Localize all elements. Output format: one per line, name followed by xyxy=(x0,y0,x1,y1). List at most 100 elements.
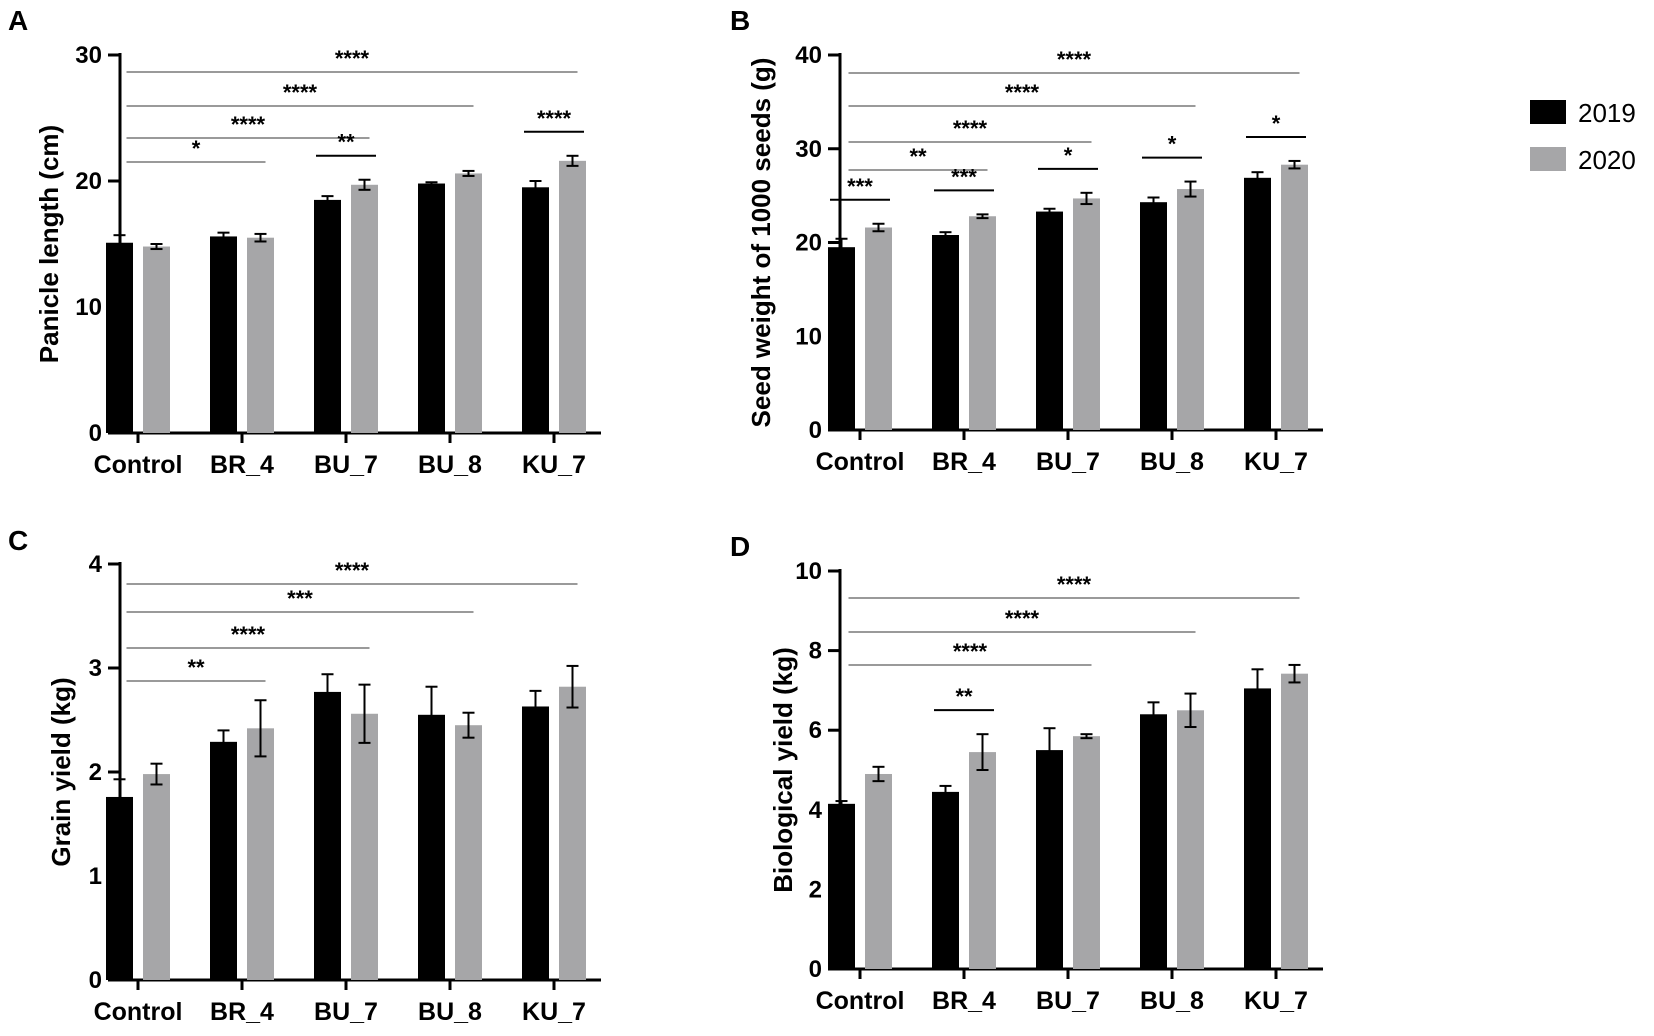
y-tick-label: 8 xyxy=(809,638,822,665)
bar-2019-bu_8 xyxy=(418,714,445,980)
bar-2020-bu_8 xyxy=(1177,710,1204,969)
bar-2020-bu_8 xyxy=(455,173,482,433)
x-tick-label: BR_4 xyxy=(210,998,274,1026)
bar-2019-bu_8 xyxy=(418,183,445,433)
bar-2019-bu_8 xyxy=(1140,714,1167,969)
significance-label: **** xyxy=(335,46,370,71)
x-tick-label: Control xyxy=(94,451,183,479)
y-tick-label: 10 xyxy=(795,558,822,585)
x-tick-label: BU_8 xyxy=(1140,987,1204,1015)
bar-2019-br_4 xyxy=(932,235,959,430)
bar-2019-br_4 xyxy=(932,791,959,969)
bar-2019-control xyxy=(828,247,855,430)
chart-panel-a: A Panicle length (cm) 0 10 20 30 Control BR_4 BU… xyxy=(8,5,601,479)
bar-2020-ku_7 xyxy=(559,160,586,433)
bar-2019-control xyxy=(106,796,133,980)
bar-2019-control xyxy=(106,242,133,433)
bar-2019-br_4 xyxy=(210,236,237,433)
y-tick-label: 3 xyxy=(89,655,102,682)
bar-2020-control xyxy=(143,246,170,433)
bar-2019-ku_7 xyxy=(522,187,549,433)
pair-significance-label: * xyxy=(1272,111,1281,136)
x-tick-label: Control xyxy=(816,448,905,476)
bar-2020-control xyxy=(865,227,892,430)
chart-panel-b: B Seed weight of 1000 seeds (g) 0 10 20 30 40 C… xyxy=(730,5,1323,476)
bar-2019-br_4 xyxy=(210,741,237,980)
legend-swatch-2020 xyxy=(1530,147,1566,171)
y-tick-label: 0 xyxy=(89,967,102,994)
bar-2019-bu_7 xyxy=(314,691,341,980)
bar-2020-bu_8 xyxy=(1177,189,1204,430)
bar-2019-bu_7 xyxy=(314,199,341,433)
bar-2019-bu_8 xyxy=(1140,202,1167,430)
bar-2019-ku_7 xyxy=(1244,177,1271,430)
y-tick-label: 1 xyxy=(89,863,102,890)
bar-2020-ku_7 xyxy=(559,686,586,980)
bar-2020-bu_7 xyxy=(351,184,378,433)
y-tick-label: 2 xyxy=(809,876,822,903)
x-tick-label: Control xyxy=(816,987,905,1015)
bar-2019-bu_7 xyxy=(1036,750,1063,969)
y-tick-label: 4 xyxy=(89,551,103,578)
significance-label: **** xyxy=(231,112,266,137)
y-axis-label: Biological yield (kg) xyxy=(768,647,798,893)
bar-2020-ku_7 xyxy=(1281,673,1308,969)
y-axis-label: Seed weight of 1000 seeds (g) xyxy=(746,58,776,428)
y-tick-label: 10 xyxy=(75,294,102,321)
x-tick-label: BU_7 xyxy=(314,998,378,1026)
y-axis-label: Grain yield (kg) xyxy=(46,677,76,866)
x-tick-label: BR_4 xyxy=(932,987,996,1015)
x-tick-label: BU_8 xyxy=(418,998,482,1026)
y-tick-label: 30 xyxy=(795,136,822,163)
x-tick-label: KU_7 xyxy=(522,998,586,1026)
significance-label: **** xyxy=(953,639,988,664)
bar-2019-bu_7 xyxy=(1036,211,1063,430)
y-tick-label: 20 xyxy=(75,168,102,195)
significance-label: **** xyxy=(1005,606,1040,631)
legend: 2019 2020 xyxy=(1530,98,1636,175)
x-tick-label: Control xyxy=(94,998,183,1026)
x-tick-label: KU_7 xyxy=(1244,448,1308,476)
pair-significance-label: * xyxy=(1064,143,1073,168)
significance-label: **** xyxy=(1057,572,1092,597)
significance-label: **** xyxy=(1005,80,1040,105)
y-tick-label: 6 xyxy=(809,717,822,744)
significance-label: ** xyxy=(187,655,205,680)
bar-2020-control xyxy=(865,773,892,969)
bar-2020-br_4 xyxy=(247,728,274,980)
y-tick-label: 10 xyxy=(795,323,822,350)
panel-letter: A xyxy=(8,5,28,36)
significance-label: **** xyxy=(283,80,318,105)
y-tick-label: 0 xyxy=(809,417,822,444)
legend-swatch-2019 xyxy=(1530,100,1566,124)
chart-panel-d: D Biological yield (kg) 0 2 4 6 8 10 Control BR_4… xyxy=(730,531,1323,1015)
panel-letter: C xyxy=(8,525,28,556)
x-tick-label: BR_4 xyxy=(932,448,996,476)
bar-2019-ku_7 xyxy=(1244,688,1271,969)
x-tick-label: BR_4 xyxy=(210,451,274,479)
pair-significance-label: *** xyxy=(847,174,873,199)
y-tick-label: 4 xyxy=(809,797,823,824)
pair-significance-label: ** xyxy=(337,130,355,155)
bar-2019-ku_7 xyxy=(522,706,549,980)
legend-label-2020: 2020 xyxy=(1578,145,1636,175)
y-tick-label: 30 xyxy=(75,42,102,69)
significance-label: ** xyxy=(909,144,927,169)
bar-2020-br_4 xyxy=(247,237,274,433)
panel-letter: B xyxy=(730,5,750,36)
significance-label: **** xyxy=(231,622,266,647)
bar-2020-bu_7 xyxy=(1073,736,1100,969)
significance-label: * xyxy=(192,136,201,161)
bar-2020-br_4 xyxy=(969,216,996,430)
bar-2020-bu_7 xyxy=(351,713,378,980)
x-tick-label: KU_7 xyxy=(1244,987,1308,1015)
bar-2020-br_4 xyxy=(969,752,996,969)
significance-label: **** xyxy=(1057,47,1092,72)
legend-label-2019: 2019 xyxy=(1578,98,1636,128)
y-tick-label: 20 xyxy=(795,230,822,257)
significance-label: **** xyxy=(335,558,370,583)
y-axis-label: Panicle length (cm) xyxy=(34,125,64,363)
pair-significance-label: **** xyxy=(537,106,572,131)
y-tick-label: 0 xyxy=(809,956,822,983)
